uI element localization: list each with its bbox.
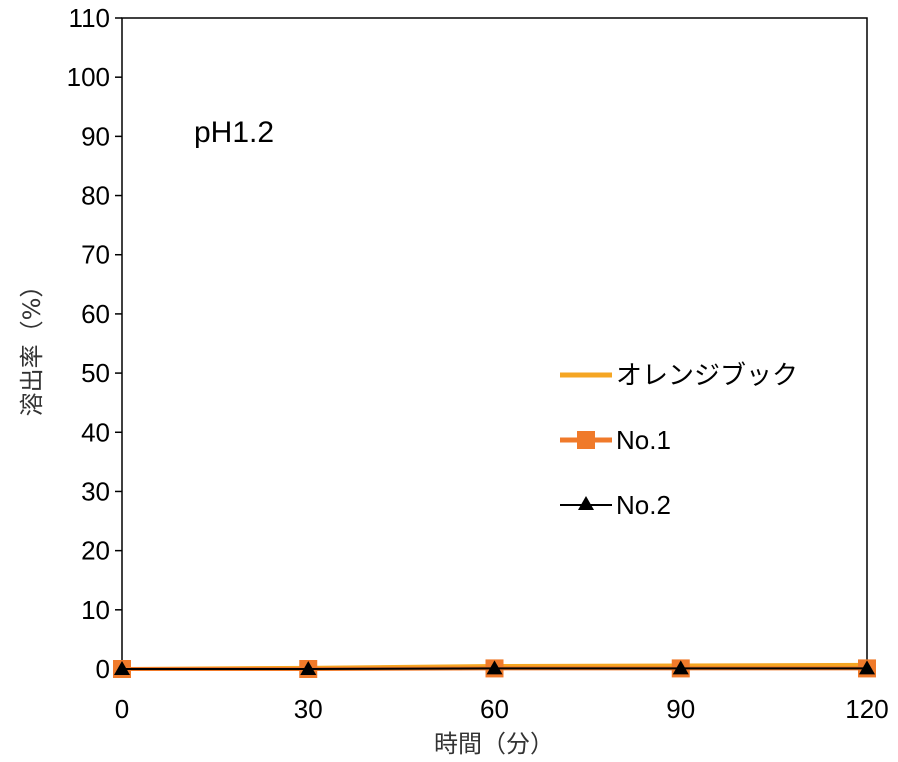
- x-tick-label: 60: [480, 694, 509, 724]
- y-tick-label: 10: [81, 595, 110, 625]
- legend-item-orange-book: オレンジブック: [560, 360, 798, 390]
- y-tick-label: 90: [81, 121, 110, 151]
- x-axis-label: 時間（分）: [434, 730, 554, 758]
- legend-label-orange-book: オレンジブック: [616, 360, 798, 390]
- y-tick-label: 50: [81, 358, 110, 388]
- legend-item-no1: No.1: [560, 425, 671, 455]
- legend-marker-no2: [578, 496, 594, 510]
- x-tick-label: 120: [845, 694, 888, 724]
- plot-area: [121, 17, 868, 670]
- y-tick-label: 70: [81, 240, 110, 270]
- x-tick-label: 0: [115, 694, 129, 724]
- data-point-no2: [486, 660, 503, 675]
- legend-marker-no1: [577, 431, 595, 449]
- y-tick-label: 80: [81, 181, 110, 211]
- data-point-no2: [300, 661, 317, 675]
- legend: オレンジブック No.1 No.2: [560, 360, 798, 520]
- data-point-no2: [672, 660, 689, 675]
- series-layer: [113, 659, 876, 678]
- ph-annotation: pH1.2: [194, 116, 274, 149]
- y-tick-label: 100: [67, 62, 110, 92]
- x-axis-ticks: 0 30 60 90 120: [115, 669, 889, 724]
- data-point-no2: [114, 661, 130, 675]
- y-axis-ticks: 0 10 20 30 40 50 60 70 80 90 100 110: [67, 3, 122, 684]
- x-tick-label: 90: [666, 694, 695, 724]
- legend-item-no2: No.2: [560, 490, 671, 520]
- y-tick-label: 30: [81, 476, 110, 506]
- y-tick-label: 40: [81, 417, 110, 447]
- legend-label-no1: No.1: [616, 425, 671, 455]
- y-tick-label: 20: [81, 536, 110, 566]
- x-tick-label: 30: [294, 694, 323, 724]
- y-tick-label: 110: [69, 3, 110, 33]
- legend-label-no2: No.2: [616, 490, 671, 520]
- y-tick-label: 60: [81, 299, 110, 329]
- y-axis-label: 溶出率（%）: [18, 274, 46, 417]
- y-tick-label: 0: [96, 654, 110, 684]
- data-point-no2: [859, 660, 875, 675]
